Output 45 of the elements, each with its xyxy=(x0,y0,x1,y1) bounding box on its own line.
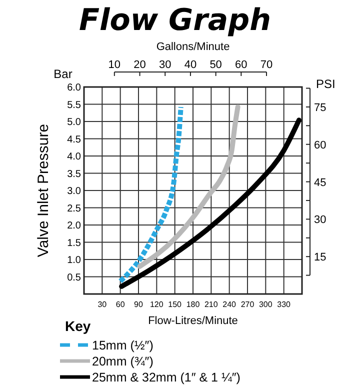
y2-axis-title: PSI xyxy=(316,77,336,91)
x-axis-title: Flow-Litres/Minute xyxy=(148,315,238,327)
y-tick-label: 2.0 xyxy=(67,220,82,232)
legend-label: 15mm (½″) xyxy=(92,338,154,352)
y-tick-label: 1.0 xyxy=(67,255,82,266)
x2-tick-label: 60 xyxy=(235,59,248,71)
y2-tick-label: 15 xyxy=(314,252,326,264)
x2-tick-label: 70 xyxy=(260,59,273,71)
x-tick-label: 30 xyxy=(98,300,108,309)
y2-tick-label: 45 xyxy=(314,176,326,189)
legend-title: Key xyxy=(65,318,91,334)
legend-label: 20mm (¾″) xyxy=(92,354,154,368)
x2-tick-label: 10 xyxy=(108,59,121,71)
y-tick-label: 4.5 xyxy=(67,134,82,146)
x2-tick-label: 30 xyxy=(158,59,172,71)
x-tick-label: 180 xyxy=(186,300,200,309)
x-tick-label: 150 xyxy=(168,300,182,309)
text: Bar xyxy=(54,67,72,81)
y-tick-label: 5.0 xyxy=(67,117,82,128)
y-tick-label: 0.5 xyxy=(67,272,82,284)
y-tick-label: 3.0 xyxy=(67,186,82,197)
x-tick-label: 120 xyxy=(150,300,164,309)
x-tick-label: 210 xyxy=(204,300,218,309)
x-tick-label: 300 xyxy=(258,300,273,309)
y2-tick-label: 75 xyxy=(314,102,326,114)
x-tick-label: 90 xyxy=(134,300,144,309)
x-tick-label: 270 xyxy=(240,300,255,309)
x-tick-label: 240 xyxy=(222,300,237,309)
y-tick-label: 5.5 xyxy=(67,100,82,111)
y-tick-label: 1.5 xyxy=(67,238,82,249)
y-axis-title: Valve Inlet Pressure xyxy=(35,124,52,258)
x2-tick-label: 50 xyxy=(210,59,222,71)
y-tick-label: 2.5 xyxy=(67,203,82,214)
x-tick-label: 330 xyxy=(277,300,292,309)
y2-tick-label: 60 xyxy=(314,139,326,152)
legend-label: 25mm & 32mm (1″ & 1 ¼″) xyxy=(92,370,240,384)
chart-title: Flow Graph xyxy=(78,3,272,38)
x2-axis-title: Gallons/Minute xyxy=(156,41,230,53)
y2-tick-label: 30 xyxy=(314,214,326,226)
y-tick-label: 6.0 xyxy=(67,82,82,94)
y-tick-label: 3.5 xyxy=(67,168,82,180)
x2-tick-label: 40 xyxy=(184,59,197,71)
x2-tick-label: 20 xyxy=(134,59,146,71)
x-tick-label: 60 xyxy=(116,300,126,309)
y-tick-label: 4.0 xyxy=(67,152,82,162)
